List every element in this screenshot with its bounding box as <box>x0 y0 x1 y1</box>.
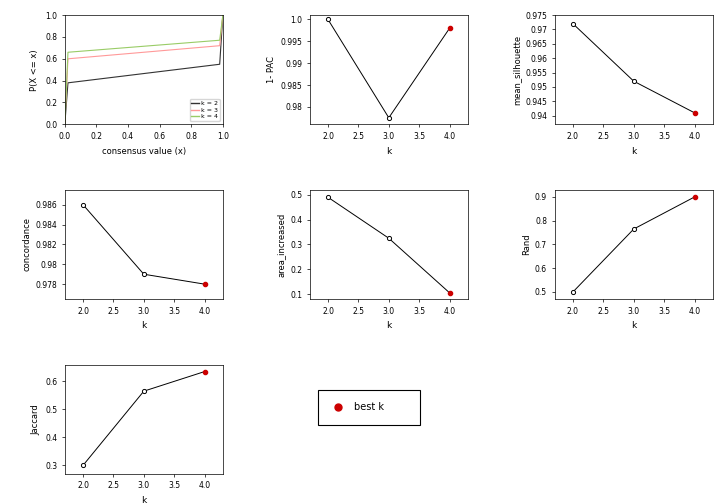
Legend: k = 2, k = 3, k = 4: k = 2, k = 3, k = 4 <box>189 99 220 121</box>
X-axis label: k: k <box>631 147 636 156</box>
X-axis label: consensus value (x): consensus value (x) <box>102 147 186 156</box>
X-axis label: k: k <box>141 321 146 330</box>
Bar <box>318 390 420 424</box>
Y-axis label: mean_silhouette: mean_silhouette <box>512 35 521 105</box>
X-axis label: k: k <box>631 321 636 330</box>
X-axis label: k: k <box>386 147 392 156</box>
X-axis label: k: k <box>386 321 392 330</box>
Y-axis label: area_increased: area_increased <box>277 212 286 277</box>
Y-axis label: concordance: concordance <box>22 217 31 272</box>
Y-axis label: Jaccard: Jaccard <box>32 404 41 434</box>
Y-axis label: 1- PAC: 1- PAC <box>267 56 276 83</box>
Text: best k: best k <box>354 402 384 412</box>
X-axis label: k: k <box>141 496 146 504</box>
Y-axis label: Rand: Rand <box>522 234 531 255</box>
Y-axis label: P(X <= x): P(X <= x) <box>30 49 40 91</box>
